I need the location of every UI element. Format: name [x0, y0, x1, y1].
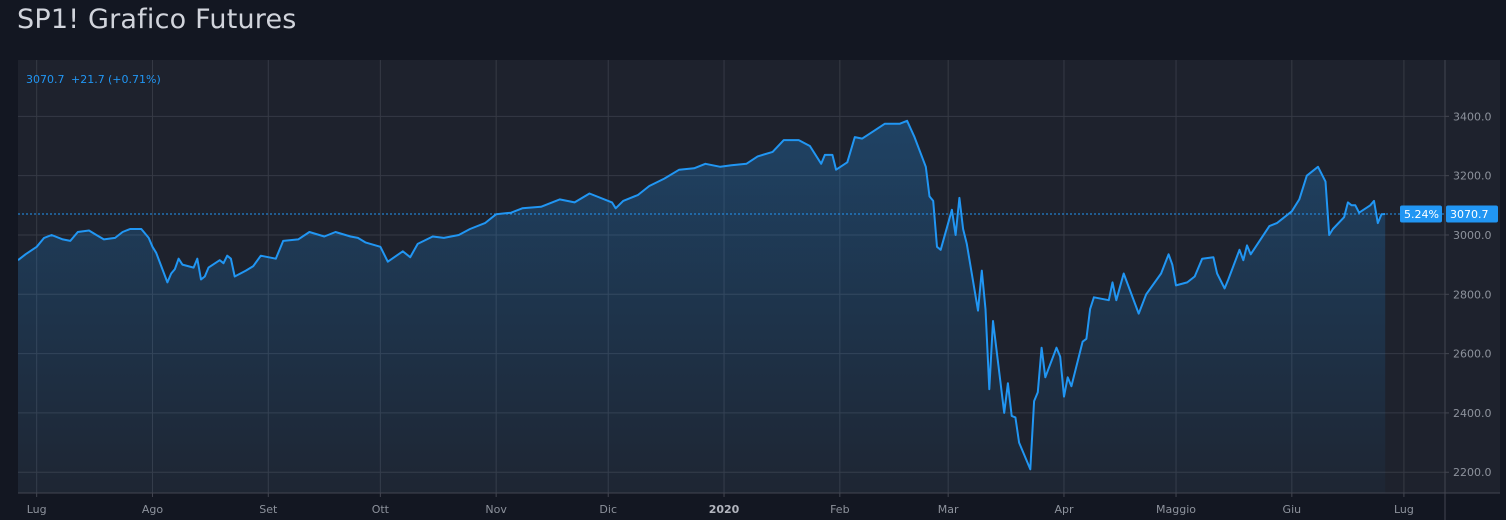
legend-change-percent: (+0.71%)	[108, 73, 161, 86]
y-tick-label: 2600.0	[1453, 348, 1492, 361]
time-axis[interactable]: Lug Ago Set Ott Nov Dic 2020 Feb Mar Apr Maggio Giu…	[27, 493, 1414, 516]
price-area	[18, 120, 1386, 494]
last-price-badge-label: 3070.7	[1450, 208, 1489, 221]
legend: 3070.7 +21.7 (+0.71%)	[26, 73, 161, 86]
price-badge: 5.24% 3070.7	[1400, 205, 1498, 223]
y-tick-label: 3400.0	[1453, 110, 1492, 123]
page-title: SP1! Grafico Futures	[17, 4, 297, 35]
y-tick-label: 3200.0	[1453, 170, 1492, 183]
y-tick-label: 2200.0	[1453, 466, 1492, 479]
x-tick-label: Maggio	[1156, 503, 1196, 516]
x-tick-label: 2020	[709, 503, 740, 516]
x-tick-label: Lug	[27, 503, 47, 516]
y-tick-label: 3000.0	[1453, 229, 1492, 242]
x-tick-label: Giu	[1283, 503, 1302, 516]
last-price-badge	[1446, 205, 1498, 223]
chart-panel[interactable]: 2200.0 2400.0 2600.0 2800.0 3000.0 3200.0 3400…	[18, 60, 1500, 520]
x-tick-label: Nov	[485, 503, 507, 516]
x-tick-label: Lug	[1394, 503, 1414, 516]
x-tick-label: Ott	[372, 503, 390, 516]
y-tick-label: 2400.0	[1453, 407, 1492, 420]
price-chart[interactable]: 2200.0 2400.0 2600.0 2800.0 3000.0 3200.0 3400…	[18, 60, 1500, 520]
x-tick-label: Set	[259, 503, 278, 516]
x-tick-label: Feb	[830, 503, 849, 516]
x-tick-label: Ago	[142, 503, 164, 516]
x-tick-label: Apr	[1054, 503, 1074, 516]
price-axis[interactable]: 2200.0 2400.0 2600.0 2800.0 3000.0 3200.0 3400…	[1445, 110, 1492, 479]
price-line	[18, 119, 1386, 471]
x-tick-label: Mar	[938, 503, 959, 516]
percent-badge-label: 5.24%	[1404, 208, 1439, 221]
legend-change: +21.7	[71, 73, 105, 86]
x-tick-label: Dic	[599, 503, 617, 516]
percent-badge	[1400, 205, 1442, 223]
legend-last-price: 3070.7	[26, 73, 65, 86]
y-tick-label: 2800.0	[1453, 288, 1492, 301]
price-axis-background	[1445, 60, 1500, 493]
